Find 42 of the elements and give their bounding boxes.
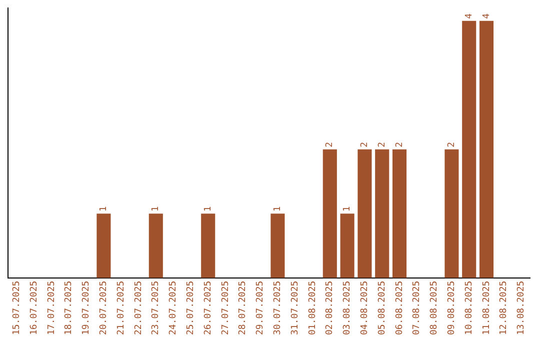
data-label: 1 <box>99 206 110 212</box>
x-tick-label: 03.08.2025 <box>342 280 353 336</box>
x-tick-label: 13.08.2025 <box>516 280 527 336</box>
data-label: 1 <box>203 206 214 212</box>
x-tick-label: 20.07.2025 <box>99 280 110 336</box>
x-tick-label: 19.07.2025 <box>82 280 92 336</box>
x-tick-label: 18.07.2025 <box>64 280 74 336</box>
x-tick-label: 04.08.2025 <box>360 280 370 336</box>
x-tick-label: 17.07.2025 <box>46 280 57 336</box>
data-label: 4 <box>464 13 474 19</box>
x-tick-label: 27.07.2025 <box>220 280 231 336</box>
x-tick-label: 24.07.2025 <box>168 280 179 336</box>
x-tick-label: 28.07.2025 <box>238 280 248 336</box>
x-tick-label: 25.07.2025 <box>186 280 196 336</box>
data-label: 2 <box>447 142 458 148</box>
x-tick-label: 30.07.2025 <box>273 280 284 336</box>
x-tick-label: 11.08.2025 <box>482 280 492 336</box>
x-tick-label: 26.07.2025 <box>203 280 214 336</box>
data-label: 1 <box>273 206 284 212</box>
x-tick-label: 21.07.2025 <box>116 280 126 336</box>
data-label: 4 <box>482 13 492 19</box>
x-tick-label: 12.08.2025 <box>499 280 510 336</box>
x-tick-label: 29.07.2025 <box>256 280 266 336</box>
data-label: 1 <box>342 206 353 212</box>
data-label: 2 <box>377 142 388 148</box>
x-tick-label: 10.08.2025 <box>464 280 474 336</box>
x-tick-label: 08.08.2025 <box>430 280 440 336</box>
x-tick-label: 09.08.2025 <box>447 280 458 336</box>
x-tick-label: 23.07.2025 <box>151 280 162 336</box>
x-tick-label: 22.07.2025 <box>134 280 144 336</box>
data-label: 2 <box>360 142 370 148</box>
data-label: 2 <box>394 142 405 148</box>
x-tick-label: 16.07.2025 <box>29 280 40 336</box>
data-label: 2 <box>325 142 336 148</box>
x-tick-label: 15.07.2025 <box>12 280 22 336</box>
x-tick-label: 05.08.2025 <box>377 280 388 336</box>
x-tick-label: 06.08.2025 <box>394 280 405 336</box>
x-tick-label: 02.08.2025 <box>325 280 336 336</box>
x-tick-label: 01.08.2025 <box>308 280 318 336</box>
x-tick-label: 31.07.2025 <box>290 280 300 336</box>
data-label: 1 <box>151 206 162 212</box>
x-tick-label: 07.08.2025 <box>412 280 422 336</box>
